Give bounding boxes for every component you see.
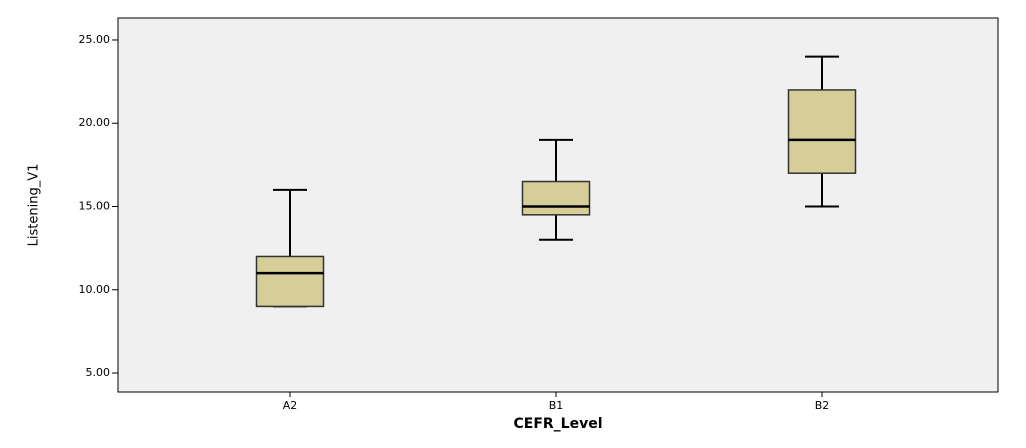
- x-axis-label: CEFR_Level: [513, 416, 602, 432]
- y-tick-label: 15.00: [79, 199, 111, 212]
- box: [787, 89, 857, 174]
- y-tick-label: 25.00: [79, 33, 111, 46]
- x-tick-label: B2: [815, 399, 830, 412]
- y-tick-label: 10.00: [79, 283, 111, 296]
- y-tick-label: 20.00: [79, 116, 111, 129]
- box: [521, 180, 591, 216]
- x-tick-label: A2: [283, 399, 298, 412]
- box: [255, 255, 325, 308]
- y-tick-label: 5.00: [86, 366, 111, 379]
- y-axis-label: Listening_V1: [27, 164, 42, 247]
- x-tick-label: B1: [549, 399, 564, 412]
